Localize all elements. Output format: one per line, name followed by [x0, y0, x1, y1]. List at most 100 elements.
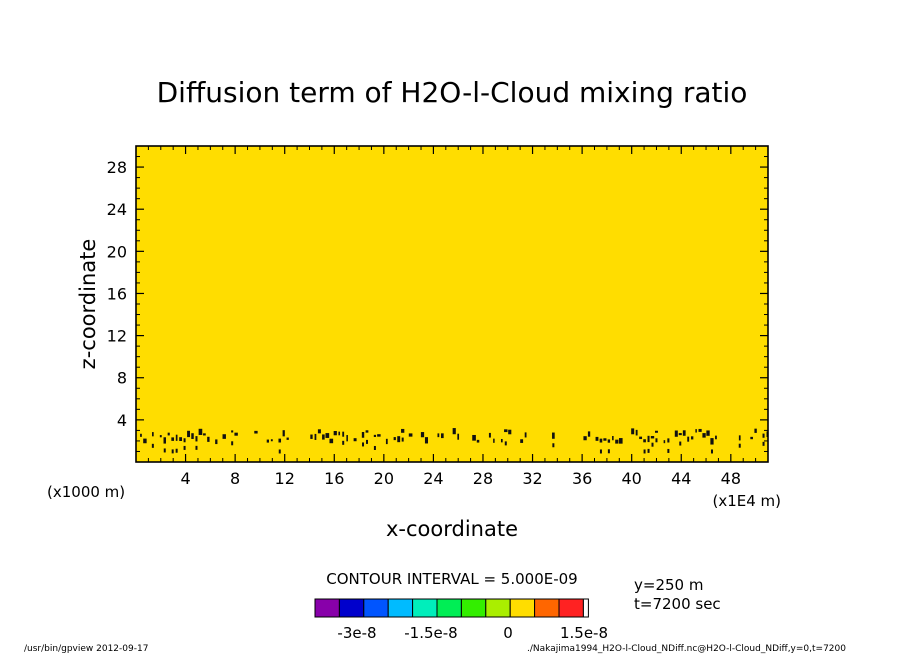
x-axis-ticks: 4 8 12 16 20 24 28 32 36 40 44 48 — [147, 146, 757, 488]
contour-blob — [493, 438, 495, 443]
colorbar-swatch — [338, 598, 365, 618]
contour-blob — [278, 449, 281, 454]
contour-blob — [706, 430, 710, 436]
colorbar-swatch — [534, 598, 560, 618]
contour-blob — [231, 430, 234, 433]
contour-blob — [342, 440, 345, 445]
contour-blob — [524, 432, 527, 438]
x-tick-label: 20 — [374, 469, 394, 488]
contour-blob — [738, 443, 741, 448]
contour-blob — [365, 430, 369, 433]
contour-blob — [452, 428, 456, 435]
colorbar-swatch — [412, 598, 438, 618]
x-tick-label: 16 — [324, 469, 344, 488]
y-tick-label: 24 — [107, 200, 127, 219]
contour-blob — [143, 438, 147, 444]
contour-blob — [643, 449, 646, 454]
contour-blob — [500, 438, 503, 443]
contour-blob — [203, 433, 206, 436]
colorbar-labels: -3e-8 -1.5e-8 0 1.5e-8 — [337, 624, 608, 642]
contour-blob — [690, 436, 694, 440]
contour-blob — [472, 434, 476, 441]
contour-blob — [647, 448, 650, 453]
contour-blob — [650, 436, 655, 439]
contour-blob — [187, 430, 191, 438]
x-tick-label: 28 — [473, 469, 493, 488]
contour-blob — [667, 438, 670, 443]
contour-blob — [195, 436, 198, 442]
contour-blob — [603, 438, 607, 441]
contour-blob — [587, 431, 591, 437]
contour-blob — [520, 439, 524, 443]
contour-blob — [163, 437, 166, 444]
contour-blob — [639, 436, 643, 440]
contour-blob — [679, 441, 682, 446]
contour-blob — [175, 448, 178, 453]
colorbar-swatch — [582, 598, 589, 618]
colorbar-tick-label: 0 — [503, 624, 513, 642]
contour-blob — [715, 435, 717, 440]
plot-background — [136, 146, 768, 462]
contour-blob — [191, 433, 194, 439]
contour-blob — [607, 439, 611, 443]
contour-blob — [171, 449, 174, 454]
contour-blob — [595, 436, 599, 441]
contour-blob — [552, 432, 555, 439]
contour-blob — [738, 435, 741, 441]
contour-blob — [754, 428, 757, 433]
contour-blob — [710, 438, 714, 445]
contour-blob — [353, 438, 357, 442]
contour-blob — [140, 433, 142, 437]
y-tick-label: 4 — [117, 411, 127, 430]
contour-blob — [373, 445, 376, 450]
contour-blob — [346, 435, 348, 442]
contour-blob — [710, 449, 713, 454]
contour-blob — [441, 433, 444, 439]
info-y: y=250 m — [634, 576, 703, 594]
contour-blob — [329, 438, 334, 444]
y-axis-label: z-coordinate — [76, 239, 100, 370]
contour-blob — [476, 439, 480, 443]
colorbar-swatch — [460, 598, 487, 618]
contour-blob — [317, 429, 321, 434]
x-tick-label: 36 — [572, 469, 592, 488]
colorbar-swatch — [436, 598, 462, 618]
contour-blob — [171, 437, 175, 441]
contour-blob — [643, 439, 646, 443]
colorbar-swatch — [387, 598, 414, 618]
contour-blob — [151, 443, 154, 448]
contour-blob — [508, 429, 512, 435]
contour-blobs — [140, 428, 769, 454]
colorbar-tick-label: 1.5e-8 — [560, 624, 608, 642]
contour-blob — [159, 435, 162, 438]
y-axis-ticks: 4 8 12 16 20 24 28 — [107, 156, 768, 452]
x-tick-label: 8 — [230, 469, 240, 488]
contour-blob — [687, 436, 690, 442]
contour-blob — [457, 433, 460, 440]
contour-blob — [599, 438, 603, 443]
colorbar-swatch — [509, 598, 536, 618]
contour-blob — [607, 449, 610, 454]
contour-blob — [695, 429, 697, 433]
contour-blob — [702, 433, 706, 438]
contour-blob — [278, 438, 282, 443]
contour-blob — [254, 430, 258, 434]
x-tick-label: 48 — [721, 469, 741, 488]
contour-blob — [612, 436, 614, 441]
contour-blob — [663, 440, 666, 444]
contour-blob — [424, 437, 429, 444]
contour-blob — [385, 438, 388, 445]
info-t: t=7200 sec — [634, 595, 721, 613]
contour-blob — [408, 433, 413, 437]
contour-blob — [377, 434, 381, 437]
colorbar-swatch — [558, 598, 584, 618]
x-tick-label: 44 — [671, 469, 691, 488]
contour-blob — [175, 434, 178, 441]
x-scale-right: (x1E4 m) — [712, 492, 781, 510]
x-scale-left: (x1000 m) — [47, 483, 125, 501]
contour-blob — [167, 432, 170, 436]
x-tick-label: 40 — [622, 469, 642, 488]
colorbar-swatch — [485, 598, 511, 618]
contour-blob — [655, 438, 658, 443]
